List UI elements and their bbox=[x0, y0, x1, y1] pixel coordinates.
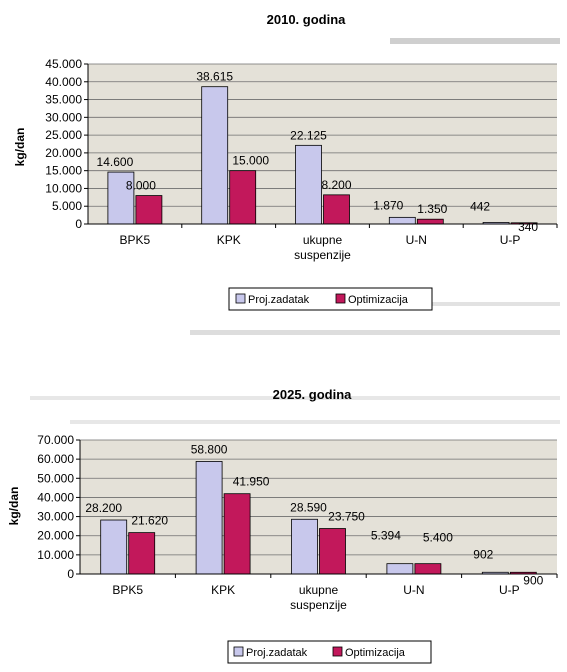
bar-proj-zadatak bbox=[100, 519, 128, 575]
legend: Proj.zadatak Optimizacija bbox=[228, 287, 433, 311]
data-label: 5.400 bbox=[423, 531, 453, 545]
category-label: KPK bbox=[217, 233, 241, 247]
data-label: 15.000 bbox=[232, 154, 269, 168]
y-axis-label: kg/dan bbox=[13, 128, 27, 167]
data-label: 340 bbox=[518, 220, 538, 234]
y-tick-label: 10.000 bbox=[45, 181, 82, 195]
legend-swatch-opt bbox=[335, 293, 346, 304]
bar-proj-zadatak bbox=[195, 461, 223, 575]
bar-optimizacija bbox=[414, 563, 442, 575]
gridlines bbox=[88, 63, 557, 207]
chart-title: 2010. godina bbox=[267, 12, 347, 27]
chart-2010: 2010. godina kg/dan 0 5.000 10.000 15.000 20… bbox=[0, 0, 567, 335]
data-label: 900 bbox=[523, 573, 543, 587]
data-label: 442 bbox=[470, 199, 490, 213]
bars bbox=[107, 86, 538, 225]
y-tick-label: 20.000 bbox=[45, 146, 82, 160]
bar-proj-zadatak bbox=[201, 86, 229, 225]
legend-swatch-opt bbox=[332, 646, 343, 657]
chart-title: 2025. godina bbox=[273, 387, 353, 402]
category-label: U-N bbox=[406, 233, 427, 247]
chart-2025: 2025. godina kg/dan 0 10.000 20.000 30.000 4… bbox=[0, 375, 567, 667]
category-label: ukupne bbox=[299, 583, 339, 597]
y-axis-label: kg/dan bbox=[7, 487, 21, 526]
y-tick-label: 50.000 bbox=[37, 471, 74, 485]
gridlines bbox=[80, 439, 557, 556]
category-label: suspenzije bbox=[290, 598, 347, 612]
category-label: U-P bbox=[500, 233, 521, 247]
y-tick-label: 45.000 bbox=[45, 57, 82, 71]
y-tick-label: 10.000 bbox=[37, 548, 74, 562]
legend: Proj.zadatak Optimizacija bbox=[227, 640, 432, 664]
bar-optimizacija bbox=[319, 528, 346, 575]
category-label: ukupne bbox=[303, 233, 343, 247]
y-tick-label: 40.000 bbox=[37, 490, 74, 504]
bar-proj-zadatak bbox=[291, 518, 318, 575]
bar-optimizacija bbox=[416, 218, 444, 225]
y-tick-label: 40.000 bbox=[45, 75, 82, 89]
legend-box bbox=[227, 640, 432, 664]
bar-optimizacija bbox=[128, 532, 156, 575]
y-tick-label: 30.000 bbox=[45, 110, 82, 124]
data-label: 14.600 bbox=[97, 155, 134, 169]
chart-svg-2010: 2010. godina kg/dan 0 5.000 10.000 15.000 20… bbox=[13, 12, 558, 311]
legend-box bbox=[228, 287, 433, 311]
y-tick-label: 70.000 bbox=[37, 433, 74, 447]
data-label: 902 bbox=[473, 547, 493, 561]
data-label: 8.200 bbox=[321, 178, 351, 192]
y-axis-ticks: 0 10.000 20.000 30.000 40.000 50.000 60.000 70.… bbox=[37, 433, 80, 581]
bar-optimizacija bbox=[229, 170, 257, 225]
category-label: U-N bbox=[403, 583, 424, 597]
y-tick-label: 60.000 bbox=[37, 452, 74, 466]
data-label: 41.950 bbox=[233, 475, 270, 489]
legend-label-opt: Optimizacija bbox=[345, 647, 406, 659]
category-label: U-P bbox=[499, 583, 520, 597]
y-tick-label: 25.000 bbox=[45, 128, 82, 142]
category-label: BPK5 bbox=[112, 583, 143, 597]
bar-optimizacija bbox=[223, 493, 251, 575]
data-label: 23.750 bbox=[328, 510, 365, 524]
y-tick-label: 30.000 bbox=[37, 510, 74, 524]
y-tick-label: 15.000 bbox=[45, 164, 82, 178]
category-label: KPK bbox=[211, 583, 235, 597]
chart-svg-2025: 2025. godina kg/dan 0 10.000 20.000 30.000 4… bbox=[7, 387, 558, 664]
category-label: suspenzije bbox=[294, 248, 351, 262]
bar-proj-zadatak bbox=[386, 563, 414, 575]
category-label: BPK5 bbox=[120, 233, 151, 247]
y-tick-label: 20.000 bbox=[37, 529, 74, 543]
data-label: 58.800 bbox=[191, 442, 228, 456]
legend-swatch-proj bbox=[233, 646, 244, 657]
data-label: 5.394 bbox=[371, 529, 401, 543]
bar-optimizacija bbox=[323, 194, 350, 225]
legend-label-opt: Optimizacija bbox=[348, 294, 409, 306]
y-tick-label: 35.000 bbox=[45, 93, 82, 107]
plot-area bbox=[88, 64, 557, 224]
data-label: 1.870 bbox=[373, 198, 403, 212]
data-label: 38.615 bbox=[196, 70, 233, 84]
bar-proj-zadatak bbox=[295, 144, 322, 225]
data-labels: 14.600 8.000 38.615 15.000 22.125 8.200 1.870 1… bbox=[97, 70, 539, 234]
y-tick-label: 5.000 bbox=[52, 199, 82, 213]
data-label: 21.620 bbox=[131, 514, 168, 528]
bars bbox=[100, 461, 537, 575]
data-label: 28.200 bbox=[85, 501, 122, 515]
legend-label-proj: Proj.zadatak bbox=[246, 647, 308, 659]
data-label: 28.590 bbox=[290, 500, 327, 514]
data-label: 1.350 bbox=[417, 202, 447, 216]
y-tick-label: 0 bbox=[75, 217, 82, 231]
y-axis-ticks: 0 5.000 10.000 15.000 20.000 25.000 30.000 35.0… bbox=[45, 57, 88, 231]
y-tick-label: 0 bbox=[67, 567, 74, 581]
legend-swatch-proj bbox=[235, 293, 246, 304]
legend-label-proj: Proj.zadatak bbox=[248, 294, 310, 306]
bar-proj-zadatak bbox=[107, 171, 135, 225]
data-label: 8.000 bbox=[126, 179, 156, 193]
plot-area bbox=[80, 440, 557, 574]
data-label: 22.125 bbox=[290, 128, 327, 142]
bar-optimizacija bbox=[135, 195, 163, 225]
bar-proj-zadatak bbox=[388, 216, 416, 225]
